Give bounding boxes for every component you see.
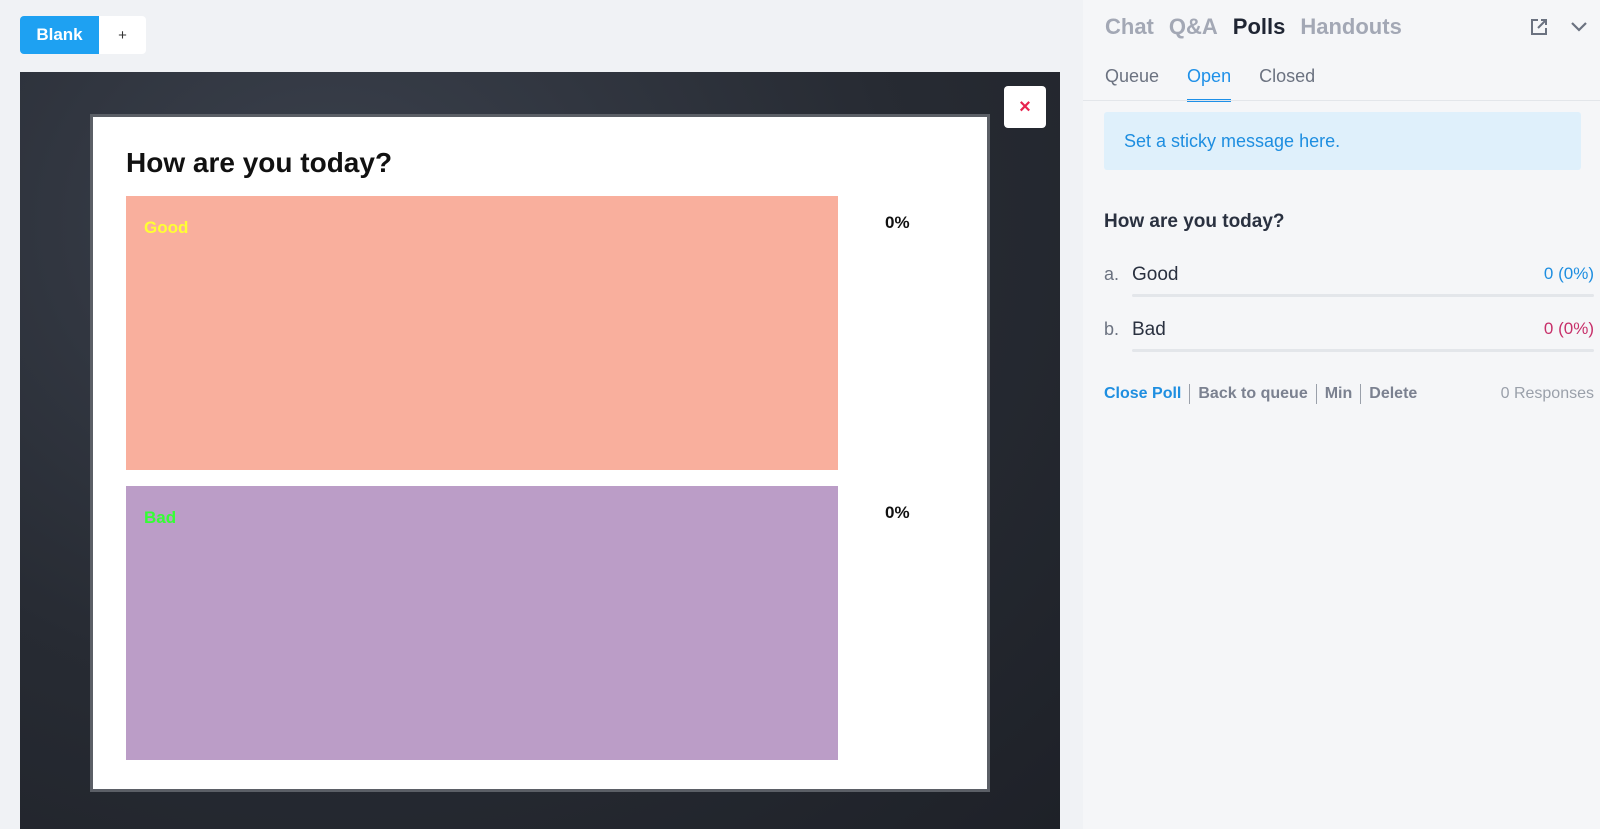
tab-qa[interactable]: Q&A (1168, 14, 1218, 39)
poll-actions: Close Poll Back to queue Min Delete (1104, 384, 1417, 404)
option-letter: a. (1104, 264, 1120, 284)
option-progress-bar (1132, 294, 1594, 297)
add-tab-button[interactable]: + (99, 16, 146, 54)
poll-overlay-title: How are you today? (126, 147, 393, 178)
poll-sub-tabs: Queue Open Closed (1105, 66, 1343, 102)
option-count: 0 (0%) (1543, 319, 1594, 338)
poll-bar-bad: Bad (126, 486, 838, 760)
panel-icons (1528, 16, 1590, 38)
min-button[interactable]: Min (1324, 385, 1353, 402)
side-panel: Chat Q&A Polls Handouts Queue Open Close… (1083, 0, 1600, 829)
back-to-queue-button[interactable]: Back to queue (1198, 385, 1308, 402)
tab-queue[interactable]: Queue (1105, 66, 1160, 86)
option-progress-bar (1132, 349, 1594, 352)
poll-option: b. Bad 0 (0%) (1104, 315, 1594, 352)
stage-tabs: Blank + (20, 16, 146, 54)
external-link-icon[interactable] (1528, 16, 1550, 38)
separator (1189, 384, 1191, 404)
option-letter: b. (1104, 319, 1120, 339)
tab-open[interactable]: Open (1187, 66, 1232, 102)
panel-tabs: Chat Q&A Polls Handouts (1105, 14, 1417, 40)
sticky-message-input[interactable]: Set a sticky message here. (1104, 112, 1581, 170)
poll-option: a. Good 0 (0%) (1104, 260, 1594, 297)
poll-bar-percent: 0% (885, 213, 910, 232)
option-count: 0 (0%) (1543, 264, 1594, 283)
close-overlay-button[interactable]: × (1004, 86, 1046, 128)
chevron-down-icon[interactable] (1568, 16, 1590, 38)
tab-closed[interactable]: Closed (1259, 66, 1316, 86)
option-label: Bad (1132, 319, 1166, 340)
tab-handouts[interactable]: Handouts (1300, 14, 1402, 39)
tab-chat[interactable]: Chat (1105, 14, 1154, 39)
poll-bar-label: Good (144, 218, 189, 237)
poll-bar-good: Good (126, 196, 838, 470)
tab-polls[interactable]: Polls (1232, 14, 1286, 39)
responses-count: 0 Responses (1500, 385, 1594, 402)
separator (1315, 384, 1317, 404)
separator (1360, 384, 1362, 404)
option-label: Good (1132, 264, 1179, 285)
poll-overlay-card: How are you today? Good 0% Bad 0% (90, 114, 990, 792)
poll-question: How are you today? (1104, 211, 1285, 232)
divider (1083, 100, 1600, 101)
poll-bar-label: Bad (144, 508, 177, 527)
close-icon: × (1019, 95, 1031, 118)
close-poll-button[interactable]: Close Poll (1104, 385, 1182, 402)
poll-bar-percent: 0% (885, 503, 910, 522)
tab-blank[interactable]: Blank (20, 16, 99, 54)
stage: How are you today? Good 0% Bad 0% × (20, 72, 1060, 829)
delete-button[interactable]: Delete (1369, 385, 1418, 402)
